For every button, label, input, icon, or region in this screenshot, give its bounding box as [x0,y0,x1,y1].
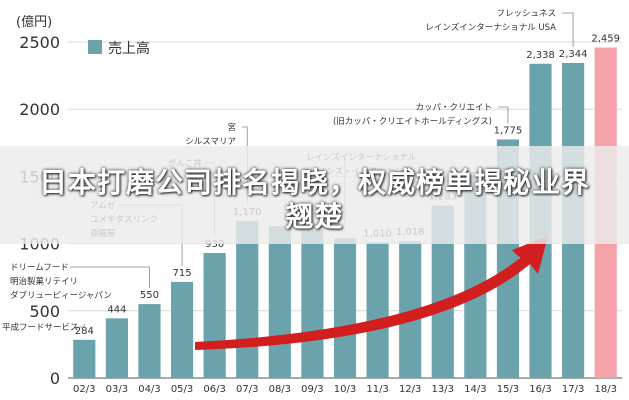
x-tick-label: 15/3 [497,384,519,395]
bar [73,339,96,378]
bar-value-label: 2,459 [591,34,620,45]
bar [105,318,128,378]
annotation-leader [78,323,85,328]
y-tick-label: 0 [50,369,60,388]
bar [236,220,259,378]
annotation-text: シルスマリア [185,137,236,147]
growth-arrow [195,236,548,350]
bar [203,253,226,378]
x-tick-label: 14/3 [464,384,486,395]
y-tick-label: 2000 [19,100,60,119]
x-tick-label: 11/3 [366,384,388,395]
annotation-text: カッパ・クリエイト [415,103,492,113]
bar [399,241,422,378]
annotation-text: ドリームフード [10,263,69,273]
x-tick-label: 16/3 [529,384,551,395]
bar [431,205,454,378]
x-tick-label: 09/3 [301,384,323,395]
y-unit-label: (億円) [16,14,52,30]
headline-text: 日本打磨公司排名揭晓，权威榜单揭秘业界翘楚 [38,166,590,233]
y-tick-label: 2500 [19,33,60,52]
bar-value-label: 284 [75,326,94,337]
bar [366,242,389,378]
annotation-text: レインズインターナショナル USA [425,22,556,33]
x-tick-label: 06/3 [203,384,225,395]
x-tick-label: 13/3 [432,384,454,395]
x-tick-label: 02/3 [73,384,95,395]
annotation-text: 明治製菓リテイリ [10,276,78,287]
bar-value-label: 2,344 [559,49,588,60]
bar [170,281,194,378]
bar-value-label: 2,338 [526,50,555,61]
annotation-leader [562,12,574,47]
x-tick-label: 12/3 [399,384,421,395]
bar-value-label: 930 [205,239,224,250]
annotation-text: (旧カッパ・クリエイトホールディングス) [333,116,492,127]
annotation-text: ダブリューピィージャパン [10,290,112,301]
bar [268,226,291,378]
annotation-text: 平成フードサービス [2,322,79,333]
annotation-leader [498,106,509,124]
x-tick-label: 03/3 [106,384,128,395]
headline-banner: 日本打磨公司排名揭晓，权威榜单揭秘业界翘楚 [0,146,629,244]
annotation-text: 宮 [227,122,236,133]
x-tick-label: 07/3 [236,384,258,395]
bar-value-label: 715 [173,268,192,279]
bar-value-label: 444 [107,304,126,315]
x-tick-label: 18/3 [594,384,616,395]
y-tick-label: 500 [29,302,60,321]
bar [138,304,161,378]
bar [333,238,357,378]
x-tick-label: 10/3 [334,384,356,395]
bar-value-label: 1,775 [494,125,523,136]
legend-label: 売上高 [108,40,150,57]
annotation-text: フレッシュネス [496,9,556,19]
x-tick-label: 08/3 [269,384,291,395]
x-tick-label: 05/3 [171,384,193,395]
legend-swatch [88,40,102,54]
bar-value-label: 550 [140,290,159,301]
bar [301,230,324,378]
x-tick-label: 04/3 [138,384,160,395]
annotation-leader [70,266,150,289]
x-tick-label: 17/3 [562,384,584,395]
